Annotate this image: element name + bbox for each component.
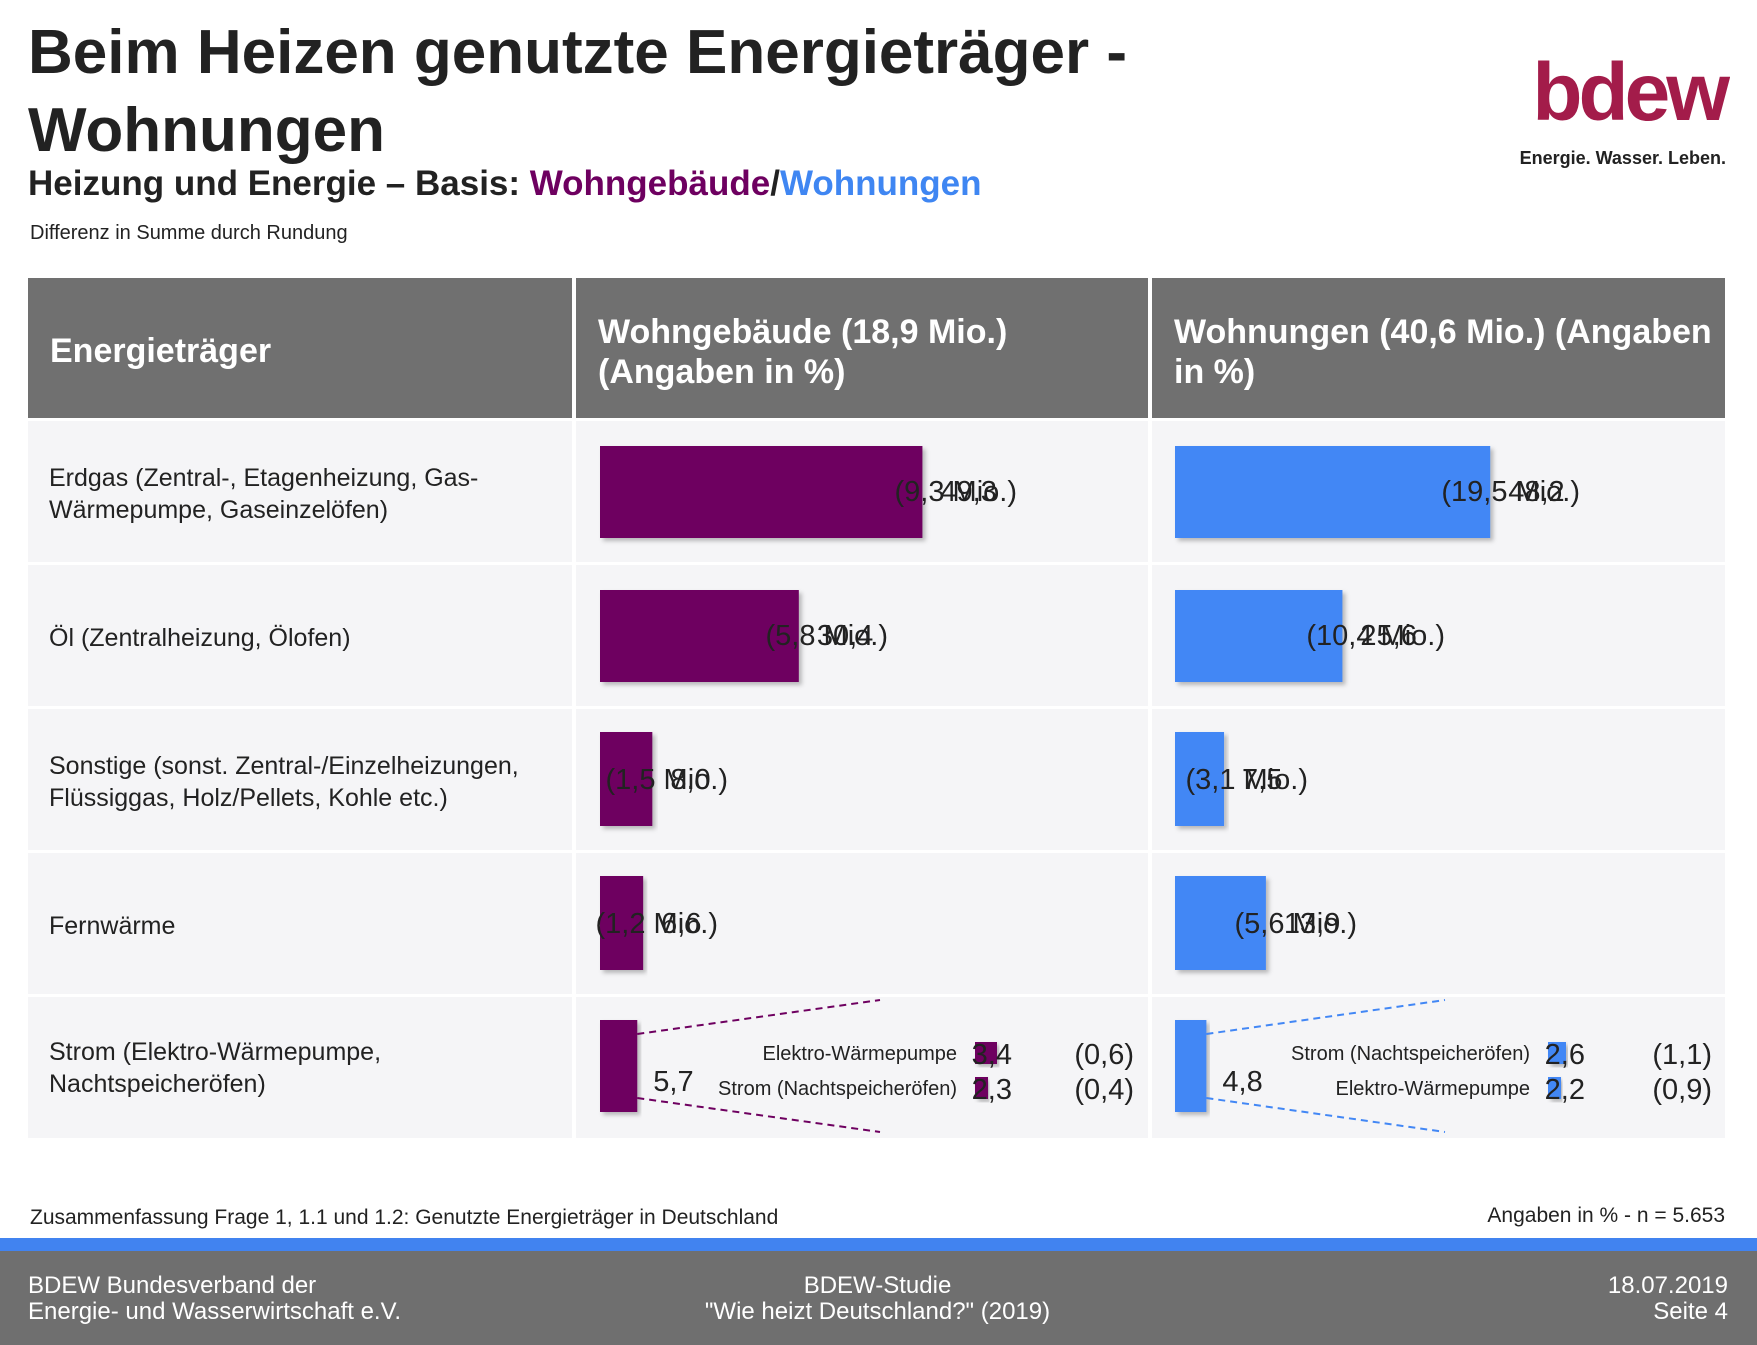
mio-label: (3,1 Mio.) — [1186, 764, 1308, 796]
row-label-strom: Strom (Elektro-Wärmepumpe, Nachtspeicher… — [49, 1038, 382, 1098]
value-label: 30,4 — [817, 620, 873, 652]
mio-label: (10,4 Mio.) — [1306, 620, 1445, 652]
source-note: Zusammenfassung Frage 1, 1.1 und 1.2: Ge… — [30, 1206, 779, 1229]
header-cell-energietraeger: Energieträger — [28, 278, 572, 418]
breakdown-label: Strom (Nachtspeicheröfen) — [718, 1078, 957, 1100]
value-label: 7,5 — [1242, 764, 1282, 796]
breakdown-connector — [1206, 999, 1446, 1035]
value-label: 6,6 — [661, 908, 701, 940]
header-cell-wohnungen: Wohnungen (40,6 Mio.) (Angaben in %) — [1152, 278, 1725, 418]
bar-wohngebäude-0 — [600, 446, 923, 538]
breakdown-mio: (0,9) — [1652, 1074, 1712, 1106]
bar-wohnungen-1 — [1175, 590, 1343, 682]
breakdown-value: 2,3 — [972, 1074, 1012, 1106]
breakdown-value: 2,6 — [1545, 1039, 1585, 1071]
breakdown-value: 3,4 — [972, 1039, 1012, 1071]
mio-label: (19,5 Mio.) — [1441, 476, 1580, 508]
page-title: Beim Heizen genutzte Energieträger - Woh… — [28, 18, 1128, 165]
mio-label: (1,5 Mio.) — [606, 764, 728, 796]
page-subtitle: Heizung und Energie – Basis: Wohngebäude… — [28, 164, 982, 204]
breakdown-square — [1548, 1042, 1566, 1064]
breakdown-label: Elektro-Wärmepumpe — [762, 1043, 957, 1065]
chart-table: Energieträger Wohngebäude (18,9 Mio.) (A… — [28, 278, 1725, 1138]
bar-wohngebäude-4 — [600, 1020, 638, 1112]
row-label-erdgas: Erdgas (Zentral-, Etagenheizung, Gas-Wär… — [49, 464, 479, 524]
breakdown-square — [975, 1077, 988, 1099]
breakdown-connector — [1206, 1097, 1446, 1133]
logo-tagline: Energie. Wasser. Leben. — [1519, 148, 1726, 168]
bar-chart: 49,3(9,3 Mio.) 30,4(5,8 Mio.) 8,0(1,5 Mio.… — [596, 446, 1712, 1133]
footer — [0, 1251, 1757, 1345]
row-divider — [28, 562, 1725, 565]
bar-wohngebäude-1 — [600, 590, 799, 682]
value-label: 25,6 — [1360, 620, 1416, 652]
mio-label: (5,6 Mio.) — [1235, 908, 1357, 940]
bar-wohngebäude-3 — [600, 876, 644, 970]
breakdown-connector — [637, 1097, 881, 1133]
bar-wohnungen-0 — [1175, 446, 1491, 538]
footer-study-line2: "Wie heizt Deutschland?" (2019) — [704, 1298, 1051, 1325]
breakdown-label: Strom (Nachtspeicheröfen) — [1291, 1043, 1530, 1065]
bar-wohngebäude-2 — [600, 732, 653, 826]
footer-study-line1: BDEW-Studie — [803, 1272, 952, 1299]
footer-org-line1: BDEW Bundesverband der — [28, 1272, 317, 1299]
row-divider — [28, 418, 1725, 421]
row-divider — [28, 850, 1725, 853]
footer-date: 18.07.2019 — [1607, 1272, 1728, 1299]
mio-label: (1,2 Mio.) — [596, 908, 718, 940]
bar-wohnungen-4 — [1175, 1020, 1207, 1112]
value-label: 49,3 — [940, 476, 996, 508]
breakdown-label: Elektro-Wärmepumpe — [1335, 1078, 1530, 1100]
row-label-oel: Öl (Zentralheizung, Ölofen) — [49, 624, 351, 652]
breakdown-value: 2,2 — [1545, 1074, 1585, 1106]
footer-accent-bar — [0, 1238, 1757, 1251]
row-divider — [28, 994, 1725, 997]
header-energietraeger: Energieträger — [50, 332, 272, 370]
footer-org-line2: Energie- und Wasserwirtschaft e.V. — [28, 1298, 402, 1325]
value-label: 48,2 — [1508, 476, 1564, 508]
breakdown-square — [1548, 1077, 1561, 1099]
header-cell-wohngebaeude: Wohngebäude (18,9 Mio.) (Angaben in %) — [576, 278, 1148, 418]
mio-label: (5,8 Mio.) — [766, 620, 888, 652]
bar-wohnungen-3 — [1175, 876, 1266, 970]
value-label: 13,9 — [1284, 908, 1340, 940]
subtitle-prefix: Heizung und Energie – Basis: — [28, 164, 530, 203]
mio-label: (9,3 Mio.) — [895, 476, 1017, 508]
sample-note: Angaben in % - n = 5.653 — [1487, 1204, 1725, 1227]
row-divider — [28, 706, 1725, 709]
header-wohnungen: Wohnungen (40,6 Mio.) (Angaben in %) — [1174, 313, 1712, 391]
bdew-logo: bdew — [1532, 58, 1730, 138]
breakdown-mio: (0,4) — [1074, 1074, 1134, 1106]
subtitle-wohnungen: Wohnungen — [779, 164, 982, 203]
breakdown-square — [975, 1042, 997, 1064]
subtitle-slash: / — [770, 164, 780, 203]
breakdown-mio: (1,1) — [1652, 1039, 1712, 1071]
value-label: 4,8 — [1222, 1066, 1262, 1098]
row-label-fernwaerme: Fernwärme — [49, 912, 176, 940]
value-label: 5,7 — [653, 1066, 693, 1098]
row-label-sonstige: Sonstige (sonst. Zentral-/Einzelheizunge… — [49, 752, 519, 812]
header-wohngebaeude: Wohngebäude (18,9 Mio.) (Angaben in %) — [598, 313, 1008, 391]
logo-wordmark: bdew — [1532, 58, 1730, 138]
bar-wohnungen-2 — [1175, 732, 1225, 826]
breakdown-connector — [637, 999, 881, 1035]
footer-page: Seite 4 — [1653, 1298, 1728, 1325]
breakdown-mio: (0,6) — [1074, 1039, 1134, 1071]
value-label: 8,0 — [670, 764, 710, 796]
rounding-note: Differenz in Summe durch Rundung — [30, 222, 348, 244]
subtitle-wohngebaeude: Wohngebäude — [529, 164, 771, 203]
